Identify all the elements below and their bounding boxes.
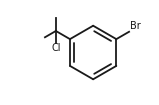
- Text: Cl: Cl: [51, 43, 61, 53]
- Text: Br: Br: [130, 21, 140, 31]
